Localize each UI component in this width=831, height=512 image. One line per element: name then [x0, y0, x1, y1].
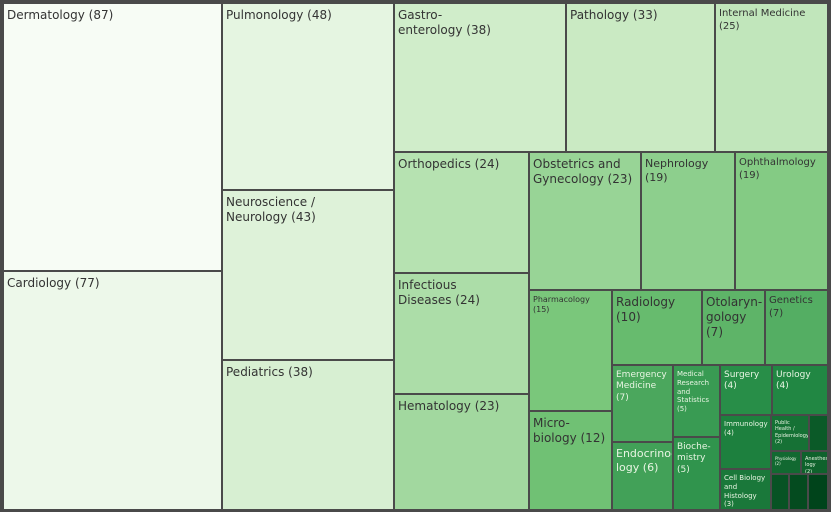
treemap-cell: Emergency Medicine (7): [612, 365, 673, 442]
treemap-cell-label: Cardiology (77): [7, 276, 100, 290]
treemap-cell-label: Physiology (2): [775, 456, 797, 466]
treemap-cell: Pathology (33): [566, 3, 715, 152]
treemap-cell-label: Genetics (7): [769, 295, 813, 319]
treemap-cell: Cell Biology and Histology (3): [720, 469, 771, 510]
treemap-cell: Pulmonology (48): [222, 3, 394, 190]
treemap-cell: Infectious Diseases (24): [394, 273, 529, 394]
treemap-cell: Surgery (4): [720, 365, 772, 415]
treemap-cell-label: Ophthalmology (19): [739, 157, 816, 181]
treemap-cell-label: Immunology (4): [724, 420, 768, 437]
treemap-cell: [809, 415, 828, 451]
treemap-cell-label: Urology (4): [776, 370, 811, 392]
treemap-cell-label: Gastro- enterology (38): [398, 8, 491, 37]
treemap-cell-label: Bioche- mistry (5): [677, 442, 711, 475]
treemap-cell: Hematology (23): [394, 394, 529, 510]
treemap-cell: Gastro- enterology (38): [394, 3, 566, 152]
treemap-cell: Medical Research and Statistics (5): [673, 365, 720, 437]
treemap-cell: Anesthesio- logy (2): [801, 451, 828, 474]
treemap-cell: Radiology (10): [612, 290, 702, 365]
treemap-cell-label: Orthopedics (24): [398, 157, 500, 171]
treemap-cell-label: Radiology (10): [616, 295, 676, 324]
treemap-cell-label: Endocrino- logy (6): [616, 447, 673, 474]
treemap-cell: Urology (4): [772, 365, 828, 415]
treemap-cell: Endocrino- logy (6): [612, 442, 673, 510]
treemap-cell: Nephrology (19): [641, 152, 735, 290]
treemap-cell-label: Nephrology (19): [645, 157, 709, 184]
treemap-cell-label: Micro- biology (12): [533, 416, 606, 445]
treemap-cell: Obstetrics and Gynecology (23): [529, 152, 641, 290]
treemap-cell-label: Medical Research and Statistics (5): [677, 370, 710, 413]
treemap-cell-label: Pharmacology (15): [533, 295, 590, 314]
treemap-cell: Micro- biology (12): [529, 411, 612, 510]
treemap-cell: Public Health / Epidemiology (2): [771, 415, 809, 451]
treemap-cell-label: Obstetrics and Gynecology (23): [533, 157, 633, 186]
treemap-cell: Neuroscience / Neurology (43): [222, 190, 394, 360]
treemap-cell-label: Public Health / Epidemiology (2): [775, 420, 809, 445]
treemap-cell-label: Cell Biology and Histology (3): [724, 474, 766, 509]
treemap-cell-label: Anesthesio- logy (2): [805, 456, 828, 474]
treemap-cell: Genetics (7): [765, 290, 828, 365]
treemap-cell: Bioche- mistry (5): [673, 437, 720, 510]
treemap-cell: Immunology (4): [720, 415, 771, 469]
treemap-cell: Ophthalmology (19): [735, 152, 828, 290]
treemap-cell-label: Neuroscience / Neurology (43): [226, 195, 316, 224]
treemap-cell-label: Pathology (33): [570, 8, 658, 22]
treemap-cell-label: Surgery (4): [724, 370, 760, 392]
treemap-cell-label: Dermatology (87): [7, 8, 114, 22]
treemap-cell: Pediatrics (38): [222, 360, 394, 510]
treemap-cell: Physiology (2): [771, 451, 801, 474]
treemap-cell-label: Hematology (23): [398, 399, 500, 413]
treemap-cell-label: Emergency Medicine (7): [616, 370, 667, 403]
treemap-cell-label: Infectious Diseases (24): [398, 278, 480, 307]
treemap-cell: Pharmacology (15): [529, 290, 612, 411]
treemap-cell-label: Pulmonology (48): [226, 8, 332, 22]
treemap-cell: [789, 474, 808, 510]
treemap-cell: Otolaryn- gology (7): [702, 290, 765, 365]
treemap-cell: [808, 474, 828, 510]
treemap-cell: Cardiology (77): [3, 271, 222, 510]
treemap-cell: [771, 474, 789, 510]
treemap-cell-label: Otolaryn- gology (7): [706, 295, 763, 339]
treemap-cell: Internal Medicine (25): [715, 3, 828, 152]
treemap-cell: Orthopedics (24): [394, 152, 529, 273]
treemap-cell-label: Pediatrics (38): [226, 365, 313, 379]
treemap-cell-label: Internal Medicine (25): [719, 8, 806, 32]
treemap-cell: Dermatology (87): [3, 3, 222, 271]
